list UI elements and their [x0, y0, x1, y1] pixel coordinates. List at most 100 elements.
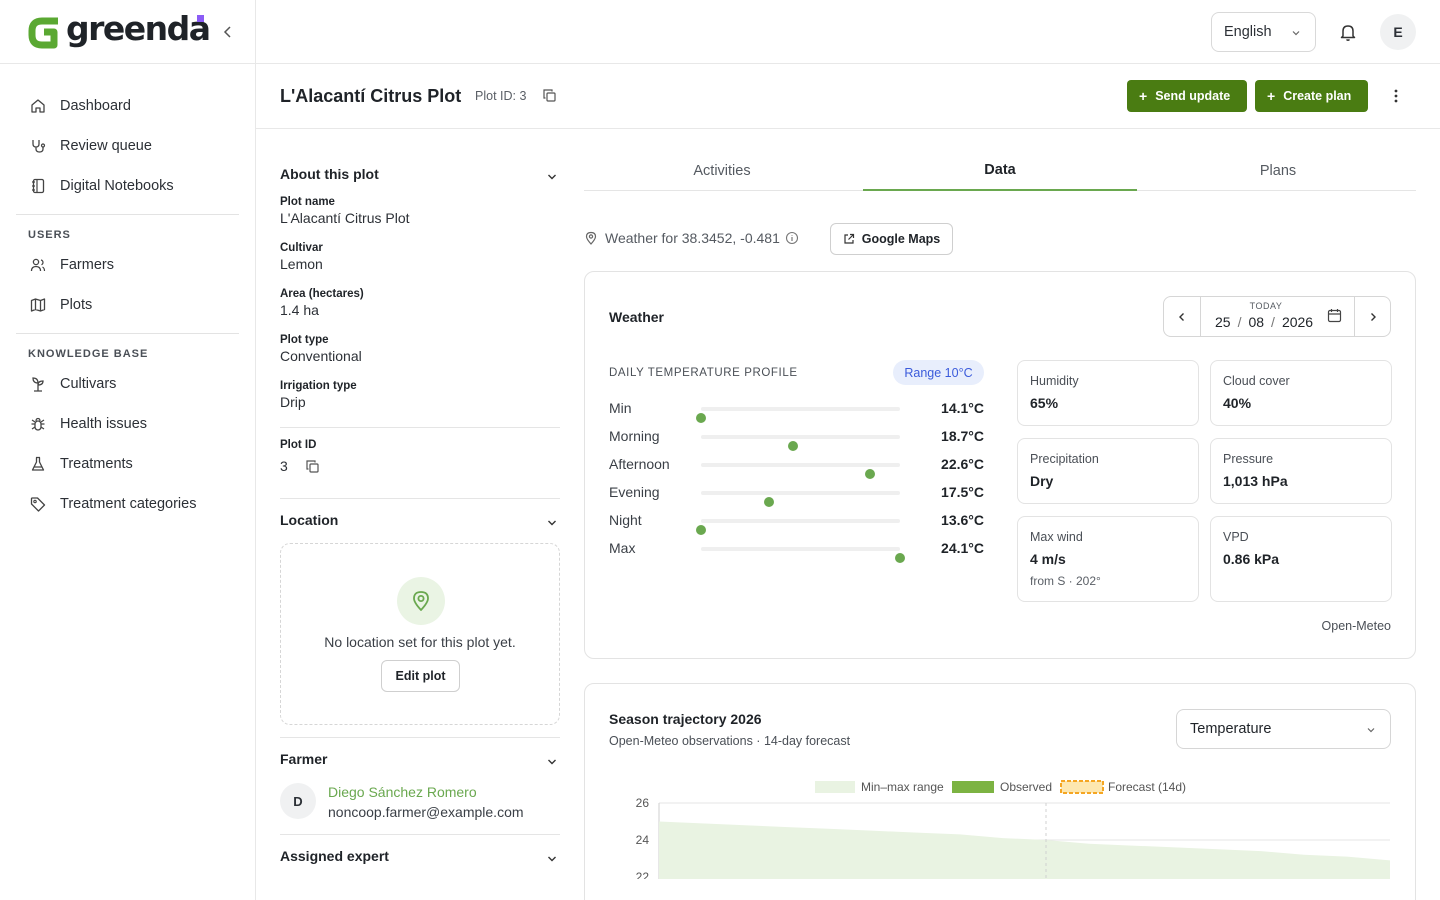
about-section-toggle[interactable]: About this plot — [280, 166, 560, 190]
field-plot-id: Plot ID 3 — [280, 439, 319, 474]
chevron-down-icon — [546, 853, 558, 865]
create-plan-label: Create plan — [1283, 89, 1352, 103]
edit-plot-button[interactable]: Edit plot — [381, 660, 460, 692]
plus-icon: + — [1139, 88, 1148, 104]
field-label: Area (hectares) — [280, 288, 364, 300]
temperature-row-label: Night — [609, 512, 642, 528]
metric-humidity: Humidity 65% — [1017, 360, 1199, 426]
sidebar-item-treatments[interactable]: Treatments — [0, 444, 255, 484]
weather-location-row: Weather for 38.3452, -0.481 — [584, 230, 799, 246]
temperature-profile-heading: DAILY TEMPERATURE PROFILE — [609, 367, 798, 379]
sidebar-item-label: Digital Notebooks — [60, 178, 174, 194]
location-heading: Location — [280, 512, 339, 528]
field-label: Plot name — [280, 196, 335, 208]
field-label: Plot type — [280, 334, 329, 346]
date-day[interactable]: 25 — [1215, 314, 1231, 330]
temperature-track — [701, 547, 905, 563]
flask-icon — [30, 456, 46, 472]
calendar-icon[interactable] — [1327, 308, 1342, 323]
nav-section-users: USERS — [28, 229, 71, 241]
metric-select[interactable]: Temperature — [1176, 709, 1391, 749]
user-avatar[interactable]: E — [1380, 14, 1416, 50]
date-input[interactable]: TODAY 25 / 08 / 2026 — [1200, 297, 1355, 336]
temperature-row-min: Min 14.1°C — [609, 398, 984, 423]
google-maps-button[interactable]: Google Maps — [830, 223, 953, 255]
metric-value: Dry — [1030, 473, 1054, 489]
location-section-toggle[interactable]: Location — [280, 512, 560, 536]
weather-source: Open-Meteo — [1321, 619, 1391, 633]
tab-plans[interactable]: Plans — [1259, 162, 1297, 179]
field-value: Drip — [280, 394, 306, 410]
google-maps-label: Google Maps — [861, 232, 941, 246]
notifications-bell-icon[interactable] — [1338, 22, 1358, 42]
temperature-marker — [696, 525, 706, 535]
previous-day-button[interactable] — [1164, 297, 1200, 336]
notebook-icon — [30, 178, 46, 194]
temperature-row-label: Evening — [609, 484, 660, 500]
field-value: Lemon — [280, 256, 323, 272]
collapse-sidebar-icon[interactable] — [220, 24, 236, 40]
nav-divider — [16, 333, 239, 334]
sidebar-item-health-issues[interactable]: Health issues — [0, 404, 255, 444]
copy-icon[interactable] — [543, 89, 556, 102]
nav-section-knowledge-base: KNOWLEDGE BASE — [28, 348, 149, 360]
send-update-button[interactable]: + Send update — [1127, 80, 1247, 112]
home-icon — [30, 98, 46, 114]
sidebar-item-dashboard[interactable]: Dashboard — [0, 86, 255, 126]
legend-swatch-range — [815, 781, 855, 793]
chevron-down-icon — [1291, 28, 1301, 38]
plot-tabs: Activities Data Plans — [584, 150, 1416, 191]
date-picker: TODAY 25 / 08 / 2026 — [1163, 296, 1391, 337]
temperature-row-label: Morning — [609, 428, 660, 444]
temperature-row-morning: Morning 18.7°C — [609, 426, 984, 451]
metric-value: 0.86 kPa — [1223, 551, 1280, 567]
sidebar-item-label: Farmers — [60, 257, 114, 273]
info-icon[interactable] — [785, 231, 799, 245]
metric-select-value: Temperature — [1190, 721, 1272, 737]
nav-divider — [16, 214, 239, 215]
sidebar-item-review-queue[interactable]: Review queue — [0, 126, 255, 166]
metric-label: Precipitation — [1030, 452, 1099, 466]
sidebar-item-farmers[interactable]: Farmers — [0, 245, 255, 285]
copy-icon[interactable] — [306, 459, 319, 473]
bug-icon — [30, 416, 46, 432]
tab-activities[interactable]: Activities — [693, 162, 751, 179]
legend-label-observed: Observed — [1000, 780, 1052, 794]
sidebar-item-label: Treatments — [60, 456, 133, 472]
legend-label-forecast: Forecast (14d) — [1108, 780, 1186, 794]
chevron-down-icon — [546, 517, 558, 529]
sidebar-item-label: Plots — [60, 297, 93, 313]
more-options-icon[interactable] — [1386, 88, 1406, 104]
metric-value: 40% — [1223, 395, 1252, 411]
topbar: English E — [256, 0, 1440, 64]
temperature-row-value: 24.1°C — [941, 540, 984, 556]
sidebar-item-treatment-categories[interactable]: Treatment categories — [0, 484, 255, 524]
field-area: Area (hectares) 1.4 ha — [280, 288, 364, 318]
tab-data[interactable]: Data — [863, 150, 1137, 191]
assigned-expert-section-toggle[interactable]: Assigned expert — [280, 848, 560, 872]
temperature-marker — [763, 497, 774, 507]
language-select[interactable]: English — [1211, 12, 1316, 52]
stethoscope-icon — [30, 138, 46, 154]
farmer-section-toggle[interactable]: Farmer — [280, 751, 560, 775]
sidebar-item-plots[interactable]: Plots — [0, 285, 255, 325]
date-month[interactable]: 08 — [1248, 314, 1265, 330]
date-year[interactable]: 2026 — [1281, 314, 1314, 330]
metric-precipitation: Precipitation Dry — [1017, 438, 1199, 504]
date-value: 25 / 08 / 2026 — [1215, 314, 1313, 330]
plot-id-label: Plot ID: 3 — [475, 89, 527, 103]
weather-card: Weather TODAY 25 / 08 / 2026 DAILY TEMPE… — [584, 271, 1416, 659]
farmer-name-link[interactable]: Diego Sánchez Romero — [328, 784, 477, 800]
temperature-row-evening: Evening 17.5°C — [609, 482, 984, 507]
metric-pressure: Pressure 1,013 hPa — [1210, 438, 1392, 504]
season-chart: Min–max range Observed Forecast (14d) 26… — [636, 780, 1390, 879]
sidebar-item-label: Health issues — [60, 416, 148, 432]
next-day-button[interactable] — [1355, 297, 1391, 336]
temperature-marker — [895, 553, 905, 563]
temperature-track — [696, 407, 900, 423]
temperature-row-value: 13.6°C — [941, 512, 984, 528]
temperature-marker — [787, 441, 798, 451]
create-plan-button[interactable]: + Create plan — [1255, 80, 1368, 112]
sidebar-item-digital-notebooks[interactable]: Digital Notebooks — [0, 166, 255, 206]
sidebar-item-cultivars[interactable]: Cultivars — [0, 364, 255, 404]
